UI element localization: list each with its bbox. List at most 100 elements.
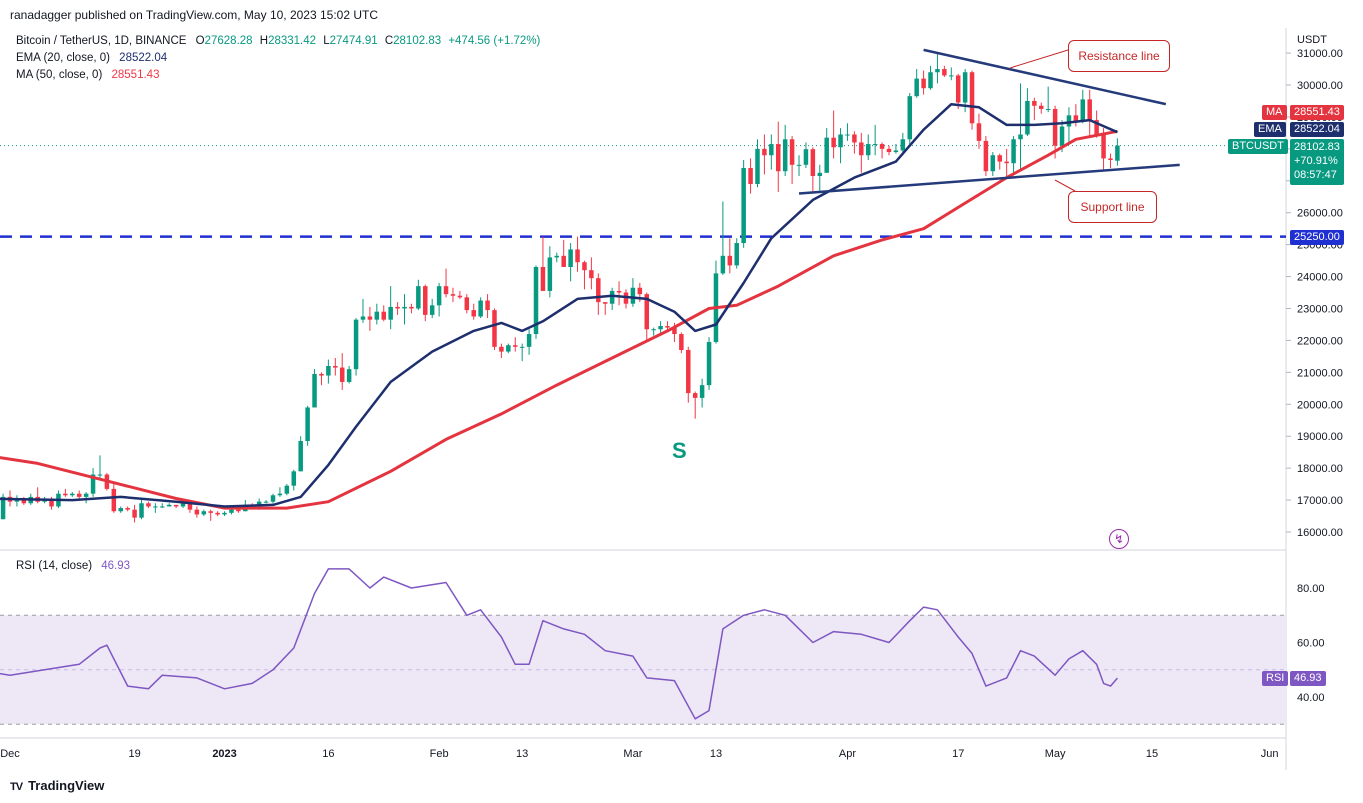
candle-body [776,144,781,172]
candle [381,305,386,322]
candle [464,294,470,314]
candle-body [457,295,463,298]
candle-body [111,488,117,512]
candle-body [166,504,172,507]
candle [810,147,816,194]
time-tick-label: Dec [0,748,20,760]
candle [727,238,733,274]
resistance-pointer [1009,49,1069,69]
candle-body [464,297,470,311]
candle-body [499,346,504,352]
candle-body [955,75,961,103]
candle-body [471,310,476,317]
ma-legend: MA (50, close, 0) 28551.43 [16,69,159,81]
candle-body [118,508,123,512]
ohlc-low-label: L [323,35,330,47]
candle-body [436,286,442,306]
candle-body [215,512,220,515]
candle-body [1094,120,1099,135]
candle [616,281,622,306]
candle-body [637,287,643,295]
candle [395,302,400,315]
candle-body [194,509,200,515]
candle-body [997,155,1002,162]
candle-body [596,278,601,303]
candle [630,278,636,307]
candle [97,455,103,480]
resistance-annotation[interactable]: Resistance line [1068,40,1170,72]
candle-body [132,509,137,518]
candle [1108,153,1113,169]
candle [222,511,227,517]
candle-body [886,148,892,153]
rsi-tick-label: 60.00 [1297,638,1325,650]
candle [796,155,802,176]
candle [762,134,767,175]
symbol-axis-tag: BTCUSDT [1228,139,1288,154]
candle-body [686,350,691,394]
time-tick-label: Jun [1261,748,1279,760]
candle-body [367,316,373,320]
time-tick-label: 17 [952,748,964,760]
candle-body [229,509,234,513]
candle [63,488,68,497]
candle [506,343,511,354]
candle-body [782,139,788,172]
candle [969,70,975,130]
candle [450,287,456,303]
candle [949,67,954,81]
candle-body [416,286,421,309]
candle [1087,89,1092,137]
candle [782,124,788,176]
candle-body [312,373,317,408]
support-annotation[interactable]: Support line [1068,191,1157,223]
candle [1039,102,1044,114]
candle [928,65,933,90]
ohlc-low: 27474.91 [329,35,378,47]
candle-body [339,367,345,382]
candle [1018,83,1023,172]
candle [284,484,290,496]
shoulder-label: S [672,438,687,463]
candle [990,152,996,176]
candle-body [256,501,262,507]
candle-body [949,75,954,77]
ma-legend-label: MA (50, close, 0) [16,69,103,81]
candle [194,506,200,518]
candle [983,136,989,176]
ma-axis-tag: MA [1262,105,1287,120]
price-axis-unit: USDT [1297,34,1327,46]
candle [907,92,913,145]
candle [353,318,359,376]
candle-body [1073,115,1079,122]
candle [1004,148,1009,180]
candle-body [589,270,594,279]
candle-body [429,305,435,315]
candle [893,144,899,154]
rsi-tick-label: 40.00 [1297,692,1325,704]
candle [734,238,739,269]
candle [443,268,449,298]
candle [76,490,82,499]
ohlc-open: 27628.28 [204,35,253,47]
candle-body [533,266,539,335]
candle-body [893,150,899,153]
candle [173,504,179,509]
candle [976,113,982,149]
candle-body [672,327,677,335]
price-tick-label: 24000.00 [1297,272,1343,284]
tradingview-logo[interactable]: TV TradingView [10,778,104,793]
candle-body [450,294,456,296]
symbol-title: Bitcoin / TetherUS, 1D, BINANCE [16,35,187,47]
candle-body [547,257,553,291]
candle-body [644,294,650,330]
time-tick-label: 2023 [212,748,236,760]
candle [554,252,560,263]
candle [1045,86,1051,113]
candle-body [692,393,698,398]
candle [1011,136,1016,175]
lightning-icon[interactable]: ↯ [1109,529,1129,549]
candle-body [741,168,746,244]
last-change-pct: +70.91% [1294,155,1338,167]
